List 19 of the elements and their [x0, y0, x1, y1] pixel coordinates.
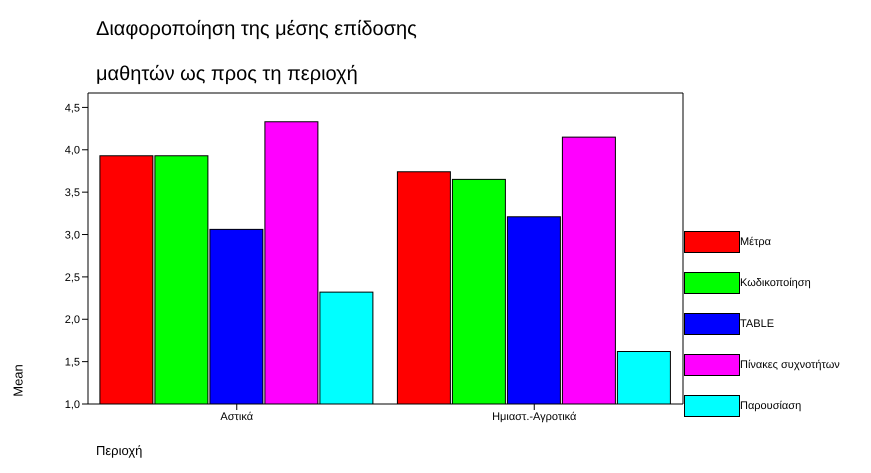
- y-tick-label: 2,5: [64, 272, 80, 284]
- y-tick-label: 1,0: [64, 398, 80, 411]
- x-axis-title: Περιοχή: [96, 443, 142, 458]
- legend-label: Κωδικοποίηση: [740, 277, 811, 289]
- y-tick-label: 2,0: [64, 314, 80, 326]
- x-tick-label: Ημιαστ.-Αγροτικά: [492, 410, 578, 423]
- chart-subtitle: μαθητών ως προς τη περιοχή: [96, 63, 358, 86]
- y-tick-label: 3,5: [64, 187, 80, 200]
- legend-label: TABLE: [740, 318, 774, 330]
- legend-label: Παρουσίαση: [740, 400, 802, 412]
- x-tick-label: Αστικά: [220, 410, 254, 423]
- legend-label: Μέτρα: [740, 236, 772, 248]
- y-tick-label: 3,0: [64, 229, 80, 242]
- chart-title: Διαφοροποίηση της μέσης επίδοσης: [96, 18, 417, 41]
- y-tick-label: 1,5: [64, 356, 80, 369]
- y-axis-title: Mean: [10, 363, 26, 399]
- legend-label: Πίνακες συχνοτήτων: [740, 359, 840, 371]
- y-tick-label: 4,5: [64, 102, 80, 114]
- y-tick-label: 4,0: [64, 144, 80, 157]
